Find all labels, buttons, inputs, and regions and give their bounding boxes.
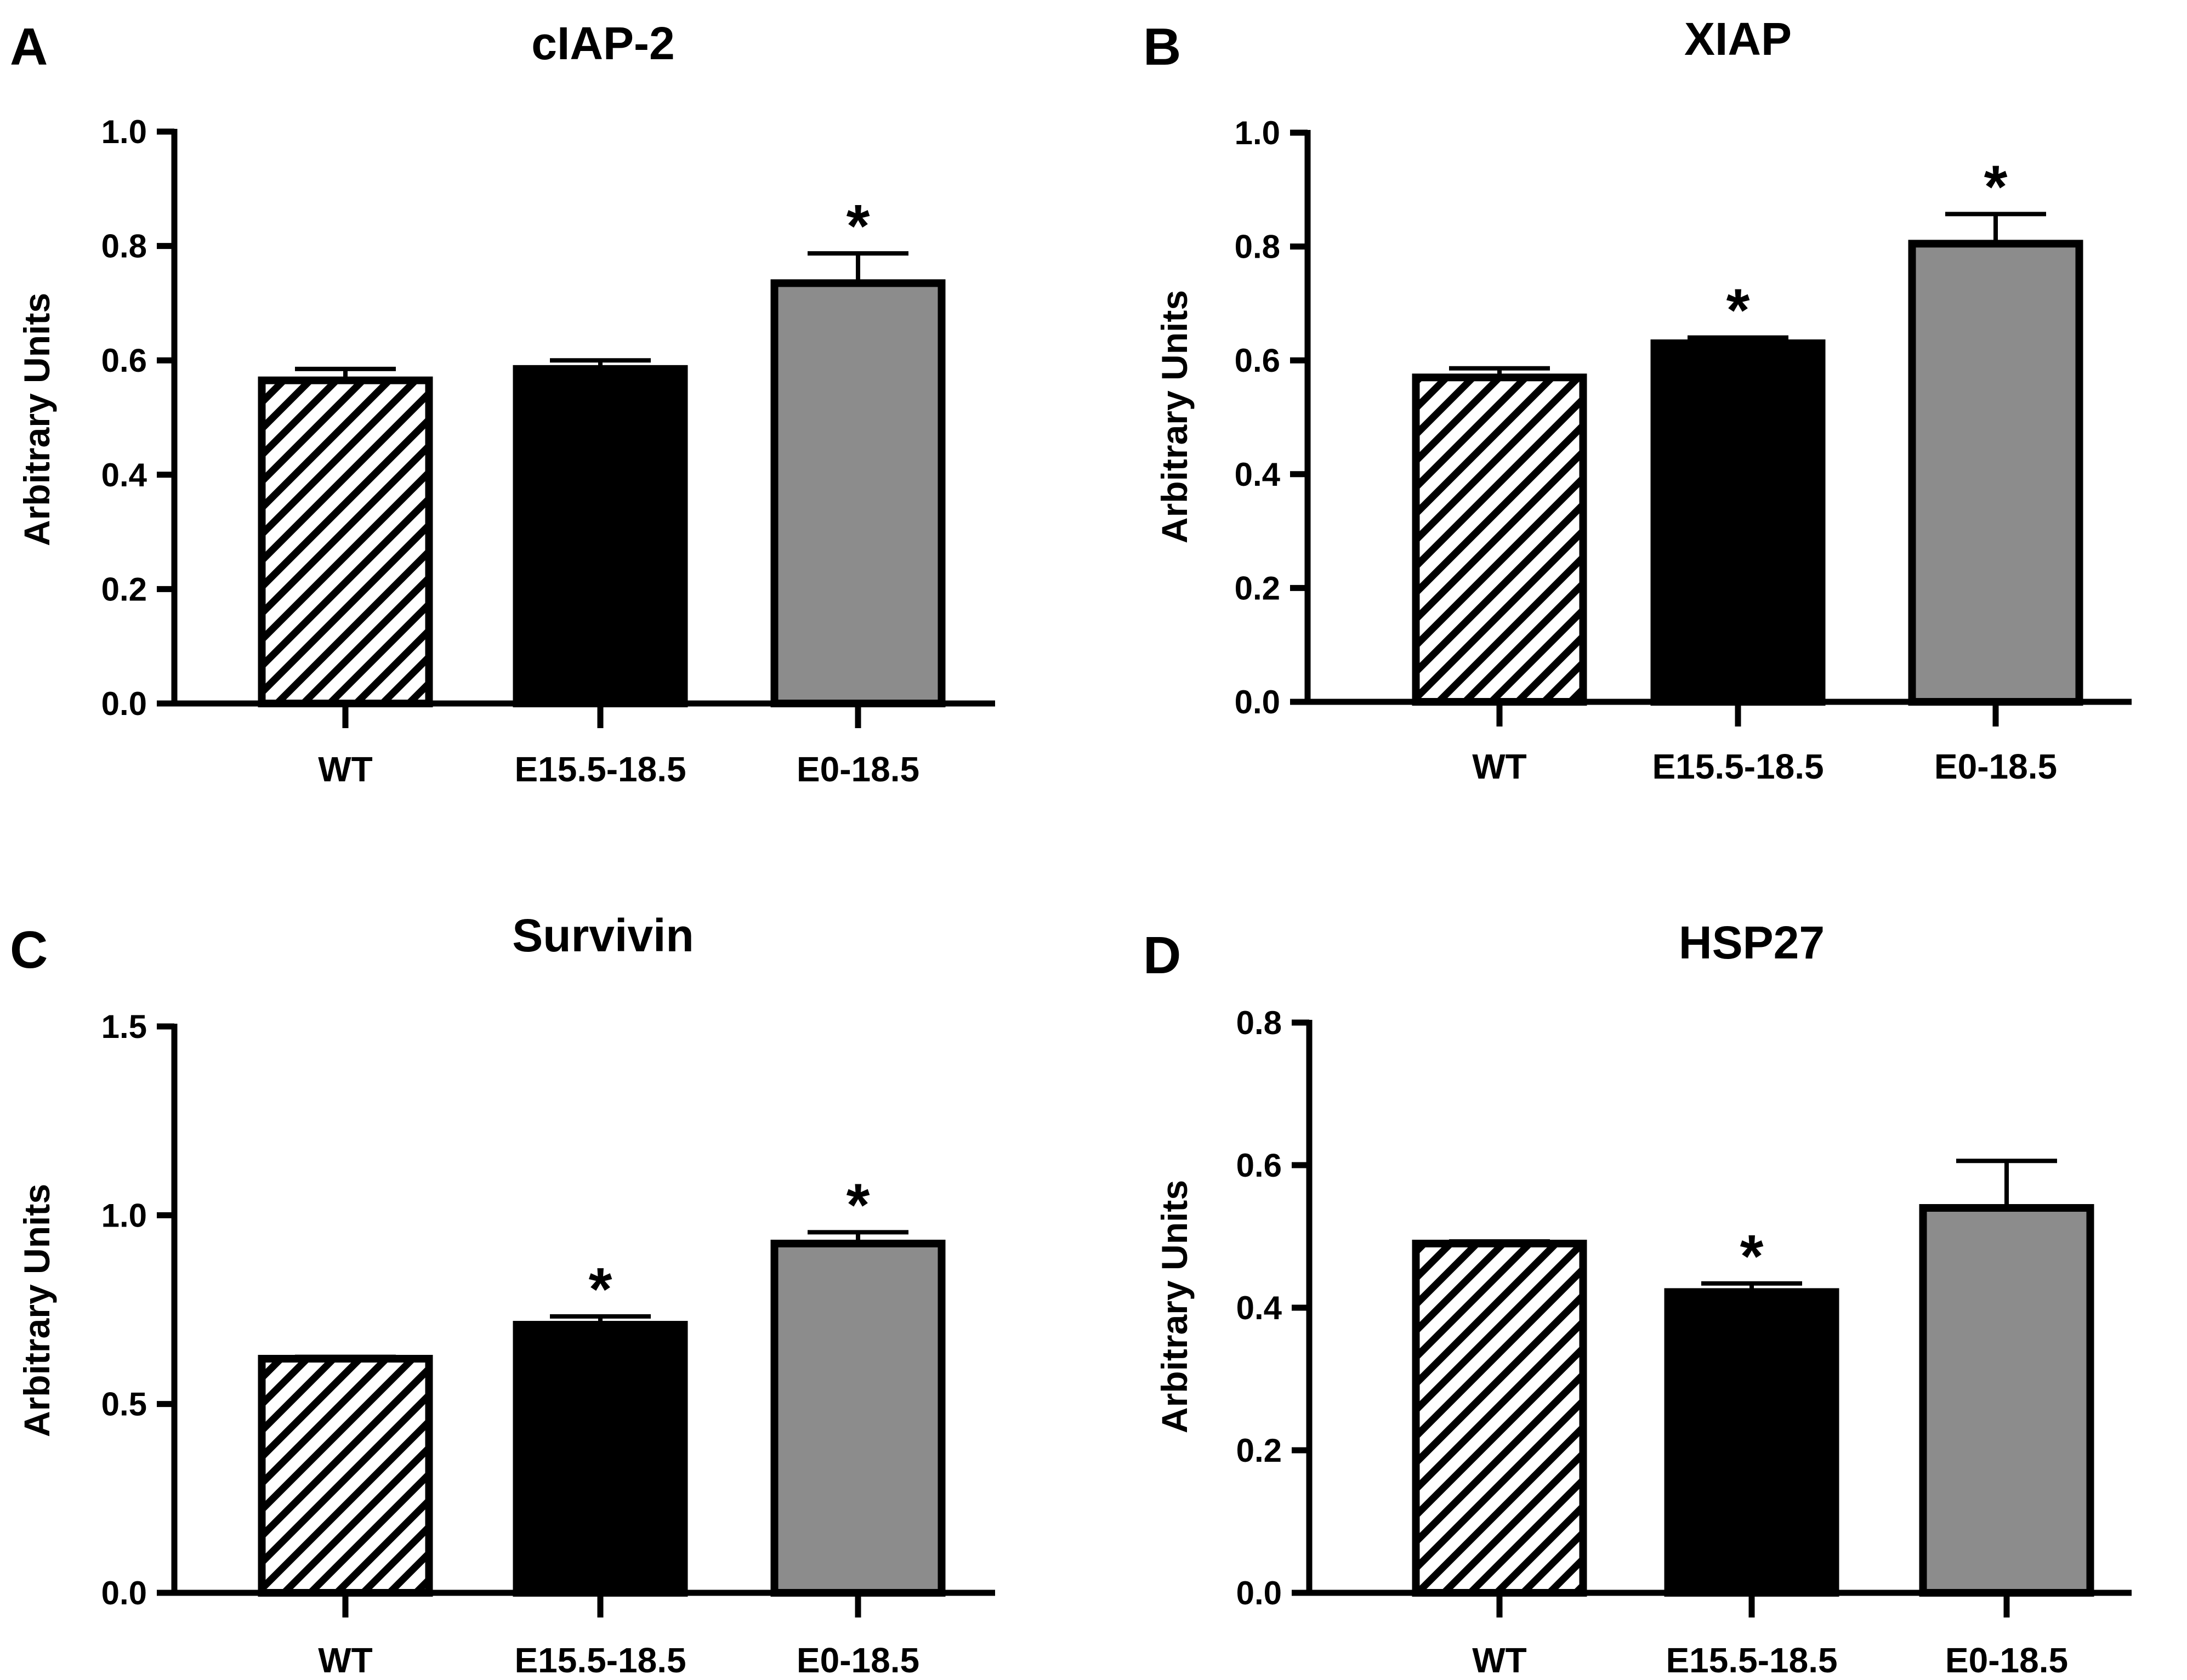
y-tick-label: 0.0 (1235, 684, 1280, 720)
chart-panel-c: C Survivin Arbitrary Units 0.0 0.5 1.0 1.5 WT E1… (10, 910, 995, 1680)
y-tick-label: 0.0 (101, 685, 147, 722)
chart-panel-b: B XIAP Arbitrary Units 0.0 0.2 0.4 0.6 0.8 1.0 WT… (1143, 13, 2132, 786)
x-tick-label: WT (1472, 747, 1527, 786)
y-axis-title: Arbitrary Units (16, 293, 57, 546)
x-tick-label: E15.5-18.5 (1666, 1641, 1837, 1680)
bar-wt (1412, 373, 1587, 706)
x-tick-label: E0-18.5 (797, 750, 919, 789)
bar-wt (258, 376, 433, 707)
y-tick-label: 0.8 (1235, 229, 1280, 265)
y-tick-label: 1.5 (101, 1008, 147, 1045)
panel-letter: C (10, 921, 48, 979)
y-tick-label: 0.2 (1236, 1432, 1282, 1469)
chart-title: cIAP-2 (531, 18, 674, 69)
panel-letter: D (1143, 926, 1181, 985)
y-tick-label: 1.0 (1235, 115, 1280, 151)
significance-marker: * (847, 1171, 870, 1239)
significance-marker: * (1740, 1223, 1764, 1290)
y-axis-title: Arbitrary Units (1154, 290, 1195, 543)
y-tick-label: 0.5 (101, 1386, 147, 1423)
y-axis-title: Arbitrary Units (16, 1184, 57, 1437)
y-tick-label: 0.2 (1235, 570, 1280, 606)
x-tick-label: WT (318, 750, 373, 789)
bar-e0-18-5 (1919, 1204, 2094, 1597)
x-tick-label: E0-18.5 (797, 1641, 919, 1680)
panel-letter: B (1143, 18, 1181, 76)
y-tick-label: 0.8 (101, 228, 147, 265)
y-tick-label: 1.0 (101, 1197, 147, 1234)
y-tick-label: 0.6 (1235, 342, 1280, 379)
significance-marker: * (589, 1256, 612, 1323)
bar-e15-5-18-5 (513, 365, 688, 707)
chart-title: Survivin (512, 910, 694, 961)
y-tick-label: 1.0 (101, 113, 147, 150)
bar-e0-18-5 (770, 1239, 946, 1597)
y-tick-label: 0.2 (101, 571, 147, 608)
y-tick-label: 0.0 (101, 1575, 147, 1611)
y-axis-title: Arbitrary Units (1154, 1180, 1195, 1433)
significance-marker: * (847, 192, 870, 260)
y-tick-label: 0.4 (101, 457, 147, 493)
bar-e15-5-18-5 (1664, 1288, 1839, 1597)
bar-wt (258, 1355, 433, 1597)
bar-e15-5-18-5 (513, 1321, 688, 1597)
x-tick-label: WT (318, 1641, 373, 1680)
x-tick-label: E0-18.5 (1934, 747, 2057, 786)
bar-e0-18-5 (1908, 240, 2083, 706)
x-tick-label: E15.5-18.5 (514, 1641, 686, 1680)
y-tick-label: 0.0 (1236, 1575, 1282, 1611)
x-tick-label: E15.5-18.5 (514, 750, 686, 789)
panel-letter: A (10, 18, 48, 76)
significance-marker: * (1726, 277, 1750, 344)
significance-marker: * (1984, 153, 2008, 220)
x-tick-label: E15.5-18.5 (1652, 747, 1824, 786)
x-tick-label: WT (1472, 1641, 1527, 1680)
bar-wt (1412, 1240, 1587, 1597)
y-tick-label: 0.4 (1235, 456, 1281, 493)
y-tick-label: 0.6 (101, 342, 147, 379)
chart-title: HSP27 (1679, 917, 1825, 968)
y-tick-label: 0.6 (1236, 1147, 1282, 1184)
x-tick-label: E0-18.5 (1945, 1641, 2068, 1680)
chart-title: XIAP (1684, 13, 1792, 65)
y-tick-label: 0.4 (1236, 1290, 1282, 1326)
bar-e15-5-18-5 (1650, 339, 1826, 706)
bar-e0-18-5 (770, 279, 946, 707)
chart-panel-d: D HSP27 Arbitrary Units 0.0 0.2 0.4 0.6 0.8 WT E1… (1143, 917, 2132, 1680)
y-tick-label: 0.8 (1236, 1004, 1282, 1041)
